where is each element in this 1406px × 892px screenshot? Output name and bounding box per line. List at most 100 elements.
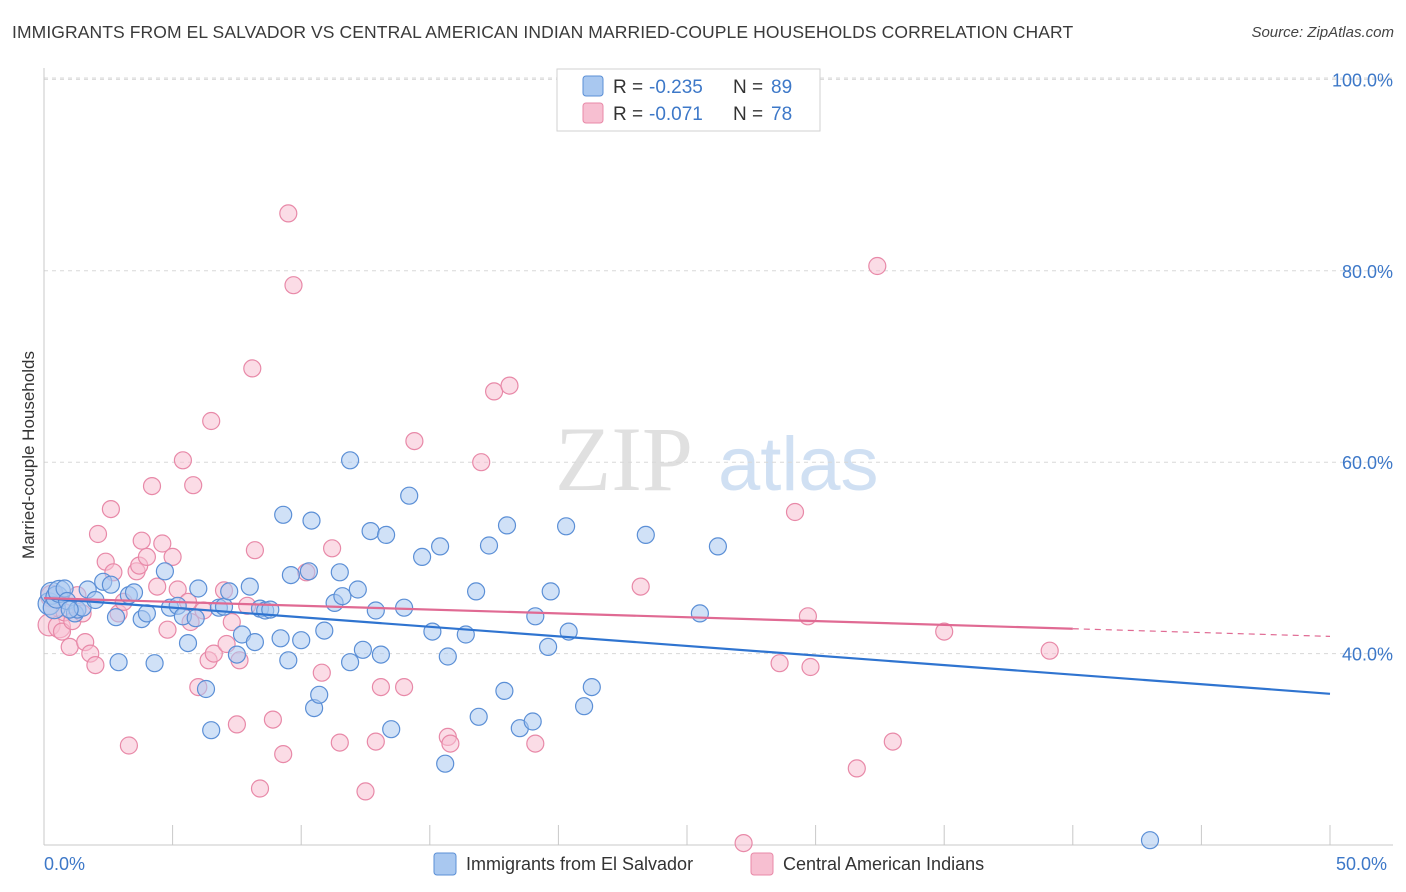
legend-swatch-pink xyxy=(582,102,604,124)
y-axis-title: Married-couple Households xyxy=(19,351,38,559)
blue-point-51 xyxy=(330,563,349,582)
blue-point-54 xyxy=(341,653,360,672)
pink-point-75 xyxy=(935,622,954,641)
x-tick-label-min: 0.0% xyxy=(44,854,85,874)
pink-point-18 xyxy=(119,736,138,755)
legend-n-value-blue: 89 xyxy=(771,77,792,98)
pink-point-21 xyxy=(132,531,151,550)
blue-point-84 xyxy=(636,525,655,545)
series-legend: Immigrants from El Salvador Central Amer… xyxy=(433,852,984,876)
pink-point-64 xyxy=(500,376,519,395)
pink-point-55 xyxy=(356,782,375,801)
pink-point-48 xyxy=(274,744,293,764)
x-axis-ticks xyxy=(43,825,1331,845)
blue-point-53 xyxy=(341,451,360,470)
trend-lines xyxy=(43,596,1331,695)
blue-point-76 xyxy=(523,712,542,731)
pink-point-22 xyxy=(137,547,156,567)
blue-point-88 xyxy=(60,600,79,619)
blue-point-33 xyxy=(227,645,246,664)
pink-point-53 xyxy=(323,539,342,558)
blue-point-35 xyxy=(240,577,259,596)
blue-point-66 xyxy=(431,537,450,556)
watermark-zip: ZIP xyxy=(555,408,693,510)
blue-point-28 xyxy=(196,679,216,699)
pink-point-26 xyxy=(158,620,177,639)
pink-point-23 xyxy=(142,477,162,496)
blue-point-36 xyxy=(245,632,264,652)
series-immigrants-el-salvador xyxy=(37,451,1160,850)
legend-n-value-pink: 78 xyxy=(771,104,792,125)
bottom-legend-swatch-blue xyxy=(433,852,457,876)
pink-point-68 xyxy=(770,654,789,673)
pink-point-37 xyxy=(204,644,223,663)
legend-r-value-pink: -0.071 xyxy=(649,104,703,125)
pink-point-45 xyxy=(245,541,264,560)
blue-point-67 xyxy=(436,754,455,773)
blue-point-32 xyxy=(220,582,239,601)
pink-point-52 xyxy=(312,663,331,682)
blue-point-29 xyxy=(202,721,221,740)
pink-point-57 xyxy=(371,677,390,697)
pink-point-25 xyxy=(153,534,172,553)
pink-point-71 xyxy=(801,657,820,677)
pink-point-36 xyxy=(202,411,221,431)
pink-point-73 xyxy=(868,256,887,276)
chart-title: IMMIGRANTS FROM EL SALVADOR VS CENTRAL A… xyxy=(12,22,1074,42)
blue-point-52 xyxy=(333,587,352,606)
pink-point-14 xyxy=(101,500,121,519)
blue-point-85 xyxy=(690,604,710,623)
bottom-legend-label-pink: Central American Indians xyxy=(783,854,984,874)
blue-point-21 xyxy=(155,562,174,581)
pink-point-65 xyxy=(526,734,545,753)
blue-point-46 xyxy=(302,511,321,530)
pink-point-76 xyxy=(1040,641,1059,660)
pink-point-69 xyxy=(785,502,805,522)
blue-point-48 xyxy=(310,685,329,704)
pink-point-63 xyxy=(485,382,504,401)
x-tick-label-max: 50.0% xyxy=(1336,854,1387,874)
pink-point-54 xyxy=(330,733,349,752)
y-tick-label-100: 100.0% xyxy=(1332,70,1393,90)
legend-r-value-blue: -0.235 xyxy=(649,77,703,98)
blue-point-72 xyxy=(479,536,499,555)
blue-point-41 xyxy=(274,505,293,524)
pink-point-12 xyxy=(88,524,108,544)
series-central-american-indians xyxy=(37,204,1059,853)
legend-n-label-pink: N = xyxy=(733,104,763,125)
blue-point-26 xyxy=(186,609,205,628)
blue-point-82 xyxy=(574,697,594,716)
blue-point-15 xyxy=(109,653,128,672)
y-tick-label-60: 60.0% xyxy=(1342,453,1393,473)
blue-point-45 xyxy=(299,562,318,581)
blue-point-42 xyxy=(279,651,298,670)
blue-point-43 xyxy=(281,565,300,585)
blue-point-60 xyxy=(377,525,396,545)
y-tick-label-40: 40.0% xyxy=(1342,645,1393,665)
blue-point-80 xyxy=(556,517,576,536)
pink-point-27 xyxy=(163,547,182,567)
pink-point-66 xyxy=(631,577,650,596)
pink-point-56 xyxy=(366,732,385,751)
blue-point-68 xyxy=(438,647,457,666)
pink-point-61 xyxy=(441,734,460,753)
pink-point-50 xyxy=(284,276,303,295)
blue-point-13 xyxy=(101,575,121,594)
y-tick-label-80: 80.0% xyxy=(1342,262,1393,282)
legend-r-label-blue: R = xyxy=(613,77,643,98)
blue-point-71 xyxy=(469,707,488,726)
blue-point-59 xyxy=(371,645,390,664)
watermark-atlas: atlas xyxy=(718,422,879,507)
pink-point-24 xyxy=(148,577,167,596)
blue-point-44 xyxy=(292,631,311,650)
blue-point-57 xyxy=(361,521,380,541)
y-tick-labels: 40.0% 60.0% 80.0% 100.0% xyxy=(1332,70,1393,664)
pink-point-70 xyxy=(798,607,818,626)
correlation-legend: R = -0.235 N = 89 R = -0.071 N = 78 xyxy=(556,68,821,132)
pink-point-72 xyxy=(847,759,866,778)
blue-point-55 xyxy=(348,580,367,599)
pink-point-59 xyxy=(405,432,424,451)
bottom-legend-swatch-pink xyxy=(750,852,774,876)
blue-point-64 xyxy=(413,547,432,567)
